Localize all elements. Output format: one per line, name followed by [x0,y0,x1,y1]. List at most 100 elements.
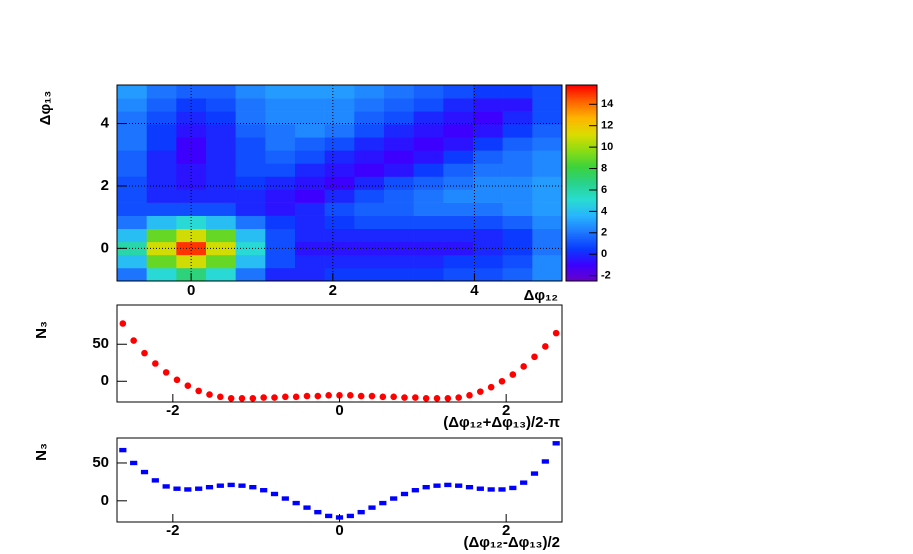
colorbar-segment [566,240,597,243]
heat-cell [413,150,444,164]
heat-cell [206,150,236,164]
colorbar-segment [566,248,597,251]
colorbar-segment [566,191,597,194]
heat-cell [502,254,533,269]
data-point [444,482,452,488]
heat-cell [235,202,266,216]
heat-cell [354,267,385,282]
data-point [151,478,159,483]
colorbar-segment [566,148,597,151]
colorbar-segment [566,150,597,153]
heat-cell [176,254,207,269]
colorbar-segment [566,117,597,120]
heat-cell [206,202,236,216]
x-axis-label: Δφ₁₂ [524,287,558,304]
colorbar-segment [566,266,597,269]
data-point [249,394,257,402]
colorbar-tick-label: 2 [601,227,607,239]
heat-cell [502,163,533,177]
colorbar-segment [566,222,597,225]
data-point [347,392,354,399]
heat-cell [384,85,414,99]
colorbar-segment [566,183,597,186]
heat-cell [265,202,296,216]
heat-cell [146,241,177,256]
heat-cell [117,267,147,282]
heat-cell [413,124,444,138]
colorbar-segment [566,107,597,110]
heat-cell [235,228,266,243]
colorbar-segment [566,241,597,244]
heat-cell [265,124,296,138]
data-point [498,377,506,385]
heat-cell [443,85,474,99]
data-point [206,391,213,398]
heat-cell [117,85,147,99]
heat-cell [443,137,474,151]
heat-cell [443,254,474,269]
heat-cell [354,98,385,112]
colorbar-segment [566,187,597,190]
data-point [227,482,235,488]
heat-cell [295,254,325,269]
data-point [217,393,224,401]
heat-cell [324,189,355,203]
heat-cell [206,254,236,269]
colorbar-segment [566,122,597,125]
data-point [173,376,181,384]
heat-cell [502,267,533,282]
colorbar-segment [566,207,597,210]
heat-cell [235,215,266,230]
data-point [325,513,333,519]
heat-cell [473,85,503,99]
colorbar-segment [566,171,597,174]
heat-cell [295,228,325,243]
heat-cell [532,189,563,203]
data-point [433,394,441,402]
colorbar-segment [566,176,597,179]
x-tick-label: 0 [335,402,343,419]
heat-cell [117,176,147,190]
colorbar-segment [566,151,597,154]
data-point [270,491,279,497]
colorbar-segment [566,178,597,181]
heat-cell [443,150,474,164]
colorbar-segment [566,246,597,249]
heat-cell [146,176,177,190]
heat-cell [235,98,266,112]
data-point [444,394,452,402]
colorbar-segment [566,174,597,177]
heat-cell [146,111,177,125]
heat-cell [354,202,385,216]
data-point [195,486,203,491]
data-point [357,509,365,515]
heat-cell [354,176,385,190]
data-point [184,382,192,390]
colorbar-tick-label: 12 [601,120,613,132]
heat-cell [384,254,414,269]
colorbar-segment [566,236,597,239]
y-axis-label: N₃ [33,443,50,461]
colorbar-tick-label: -2 [601,270,611,282]
data-point [282,393,289,401]
heat-cell [532,163,563,177]
heat-cell [354,228,385,243]
heat-cell [532,254,563,269]
x-tick-label: -2 [166,402,179,419]
heat-cell [532,150,563,164]
data-point [195,387,202,395]
heat-cell [295,124,325,138]
colorbar-segment [566,223,597,226]
heat-cell [443,176,474,190]
colorbar-segment [566,272,597,275]
data-point [249,484,257,490]
colorbar-segment [566,94,597,97]
heat-cell [413,111,444,125]
heat-cell [502,150,533,164]
colorbar-segment [566,225,597,228]
heat-cell [502,98,533,112]
heat-cell [265,228,296,243]
colorbar-segment [566,232,597,235]
y-axis-label: N₃ [33,321,50,339]
colorbar-segment [566,269,597,272]
